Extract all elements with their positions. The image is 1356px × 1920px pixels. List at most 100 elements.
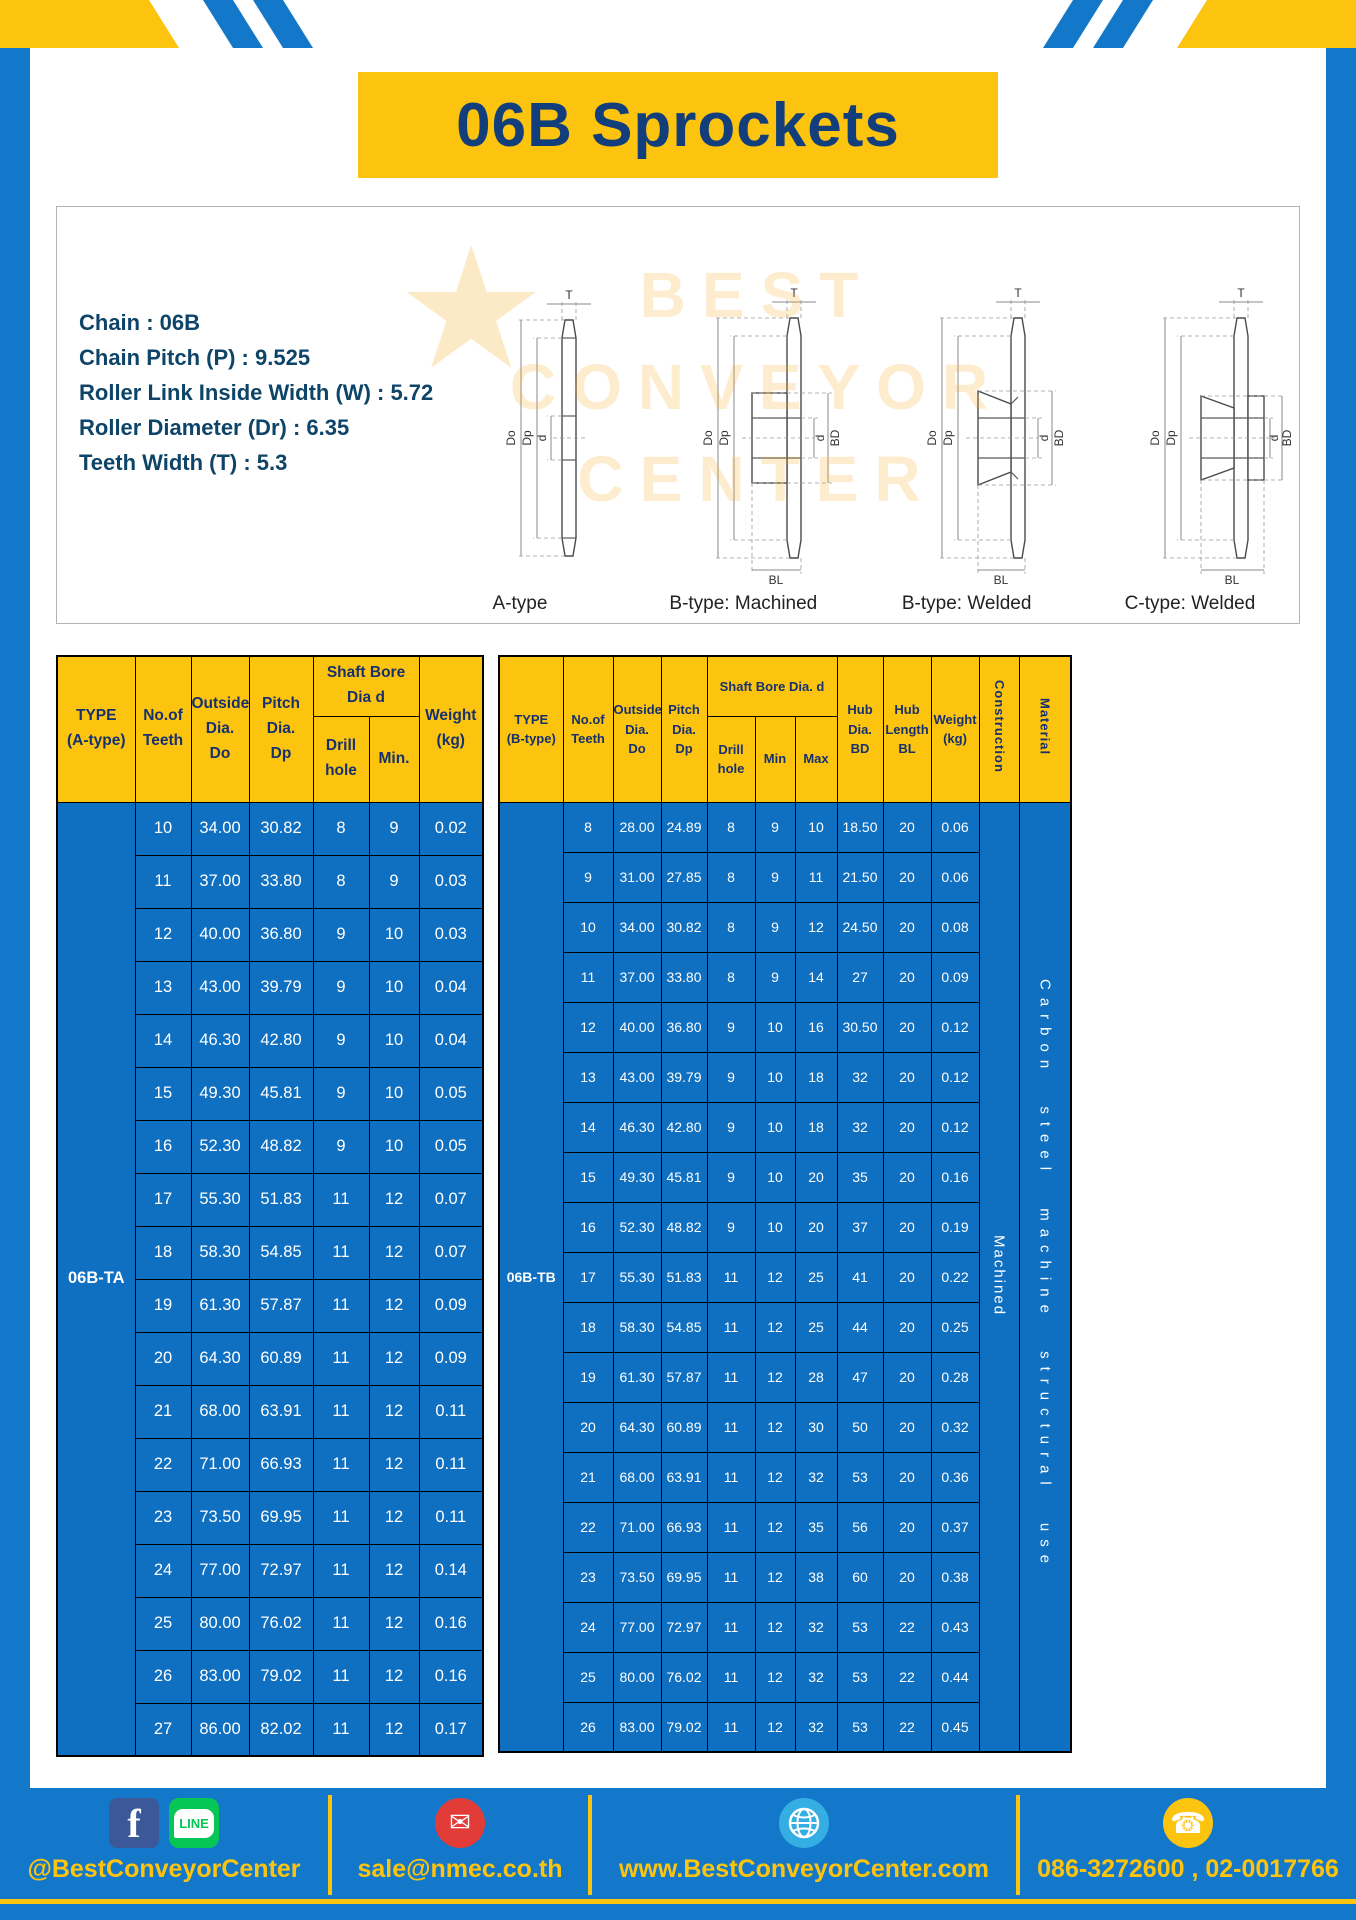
data-cell: 12 (754, 1451, 796, 1503)
col-header-teeth: No.of Teeth (134, 655, 192, 803)
line-icon: LINE (169, 1798, 219, 1848)
data-cell: 13 (134, 960, 192, 1015)
diagram-caption: A-type (492, 593, 548, 614)
table-row: 17 55.30 51.83 11 12 25 41 20 0.22 (499, 1251, 1071, 1303)
data-cell: 39.79 (248, 960, 314, 1015)
data-cell: 15 (562, 1151, 614, 1203)
data-cell: 15 (134, 1066, 192, 1121)
data-cell: 11 (312, 1702, 370, 1757)
data-cell: 0.11 (418, 1490, 484, 1545)
table-row: 17 55.30 51.83 11 12 0.07 (57, 1172, 484, 1227)
phone-icon: ☎ (1163, 1798, 1213, 1848)
data-cell: 9 (706, 1201, 756, 1253)
data-cell: 9 (368, 854, 420, 909)
diagram-caption: B-type: Welded (901, 593, 1032, 614)
data-cell: 33.80 (248, 854, 314, 909)
col-header-weight: Weight (kg) (930, 655, 980, 803)
data-cell: 20 (794, 1151, 838, 1203)
data-cell: 8 (312, 854, 370, 909)
spec-list: Chain : 06B Chain Pitch (P) : 9.525 Roll… (79, 305, 433, 480)
data-cell: 0.05 (418, 1066, 484, 1121)
data-cell: 0.16 (418, 1649, 484, 1704)
data-cell: 37 (836, 1201, 884, 1253)
data-cell: 27 (134, 1702, 192, 1757)
data-cell: 0.06 (930, 851, 980, 903)
table-row: 27 86.00 82.02 11 12 0.17 (57, 1702, 484, 1757)
data-cell: 34.00 (612, 901, 662, 953)
data-cell: 11 (312, 1596, 370, 1651)
dim-label-do: Do (925, 430, 939, 446)
data-cell: 79.02 (248, 1649, 314, 1704)
data-cell: 12 (368, 1702, 420, 1757)
table-row: 26 83.00 79.02 11 12 0.16 (57, 1649, 484, 1704)
data-cell: 20 (882, 1451, 932, 1503)
data-cell: 77.00 (190, 1543, 250, 1598)
data-cell: 36.80 (248, 907, 314, 962)
dim-label-d: d (1267, 435, 1281, 442)
data-cell: 20 (882, 1351, 932, 1403)
data-cell: 8 (706, 901, 756, 953)
data-cell: 45.81 (248, 1066, 314, 1121)
diagram-b-type-welded: T Do Dp d BD (866, 286, 1068, 615)
data-cell: 22 (882, 1701, 932, 1753)
data-cell: 25 (794, 1301, 838, 1353)
spec-line-roller-dia: Roller Diameter (Dr) : 6.35 (79, 415, 350, 440)
data-cell: 0.11 (418, 1437, 484, 1492)
data-cell: 32 (794, 1601, 838, 1653)
data-cell: 10 (754, 1051, 796, 1103)
data-cell: 0.38 (930, 1551, 980, 1603)
data-cell: 0.44 (930, 1651, 980, 1703)
page-card: 06B Sprockets Chain : 06B Chain Pitch (P… (30, 48, 1326, 1788)
data-cell: 20 (794, 1201, 838, 1253)
data-cell: 9 (754, 901, 796, 953)
table-row: 25 80.00 76.02 11 12 32 53 22 0.44 (499, 1651, 1071, 1703)
data-cell: 72.97 (248, 1543, 314, 1598)
data-cell: 60.89 (660, 1401, 708, 1453)
data-cell: 0.19 (930, 1201, 980, 1253)
data-cell: 14 (562, 1101, 614, 1153)
material-cell: Carbon steel machine structural use (1018, 801, 1072, 1753)
data-cell: 19 (134, 1278, 192, 1333)
data-cell: 52.30 (612, 1201, 662, 1253)
data-cell: 11 (706, 1501, 756, 1553)
spec-line-chain-pitch: Chain Pitch (P) : 9.525 (79, 345, 311, 370)
footer-social-handle: @BestConveyorCenter (27, 1855, 301, 1883)
col-header-drill-hole: Drill hole (706, 715, 756, 803)
data-cell: 20 (562, 1401, 614, 1453)
data-cell: 10 (368, 1066, 420, 1121)
data-cell: 18 (794, 1051, 838, 1103)
dim-label-t: T (791, 286, 799, 300)
data-cell: 0.12 (930, 1051, 980, 1103)
footer-bar: f LINE @BestConveyorCenter ✉ sale@nmec.c… (0, 1792, 1356, 1898)
data-cell: 60 (836, 1551, 884, 1603)
data-cell: 10 (754, 1151, 796, 1203)
data-cell: 69.95 (248, 1490, 314, 1545)
data-cell: 49.30 (190, 1066, 250, 1121)
footer-accent-line (0, 1899, 1356, 1904)
header-row: Drill hole Min Max (499, 715, 1071, 803)
col-header-material: Material (1018, 655, 1072, 803)
data-cell: 55.30 (190, 1172, 250, 1227)
footer-divider (328, 1795, 332, 1895)
footer-email-section: ✉ sale@nmec.co.th (332, 1792, 588, 1898)
data-cell: 37.00 (190, 854, 250, 909)
data-cell: 9 (706, 1051, 756, 1103)
data-cell: 20 (882, 1251, 932, 1303)
data-cell: 11 (562, 951, 614, 1003)
data-cell: 0.11 (418, 1384, 484, 1439)
data-cell: 18.50 (836, 801, 884, 853)
data-cell: 76.02 (248, 1596, 314, 1651)
data-cell: 20 (882, 951, 932, 1003)
data-cell: 66.93 (248, 1437, 314, 1492)
table-row: 9 31.00 27.85 8 9 11 21.50 20 0.06 (499, 851, 1071, 903)
data-cell: 10 (562, 901, 614, 953)
col-header-max: Max (794, 715, 838, 803)
dim-label-dp: Dp (1164, 430, 1178, 446)
data-cell: 0.16 (418, 1596, 484, 1651)
data-cell: 12 (754, 1551, 796, 1603)
data-cell: 21.50 (836, 851, 884, 903)
diagram-row: T Do Dp d A-type (419, 217, 1294, 615)
data-cell: 33.80 (660, 951, 708, 1003)
data-cell: 12 (754, 1351, 796, 1403)
data-cell: 11 (706, 1551, 756, 1603)
